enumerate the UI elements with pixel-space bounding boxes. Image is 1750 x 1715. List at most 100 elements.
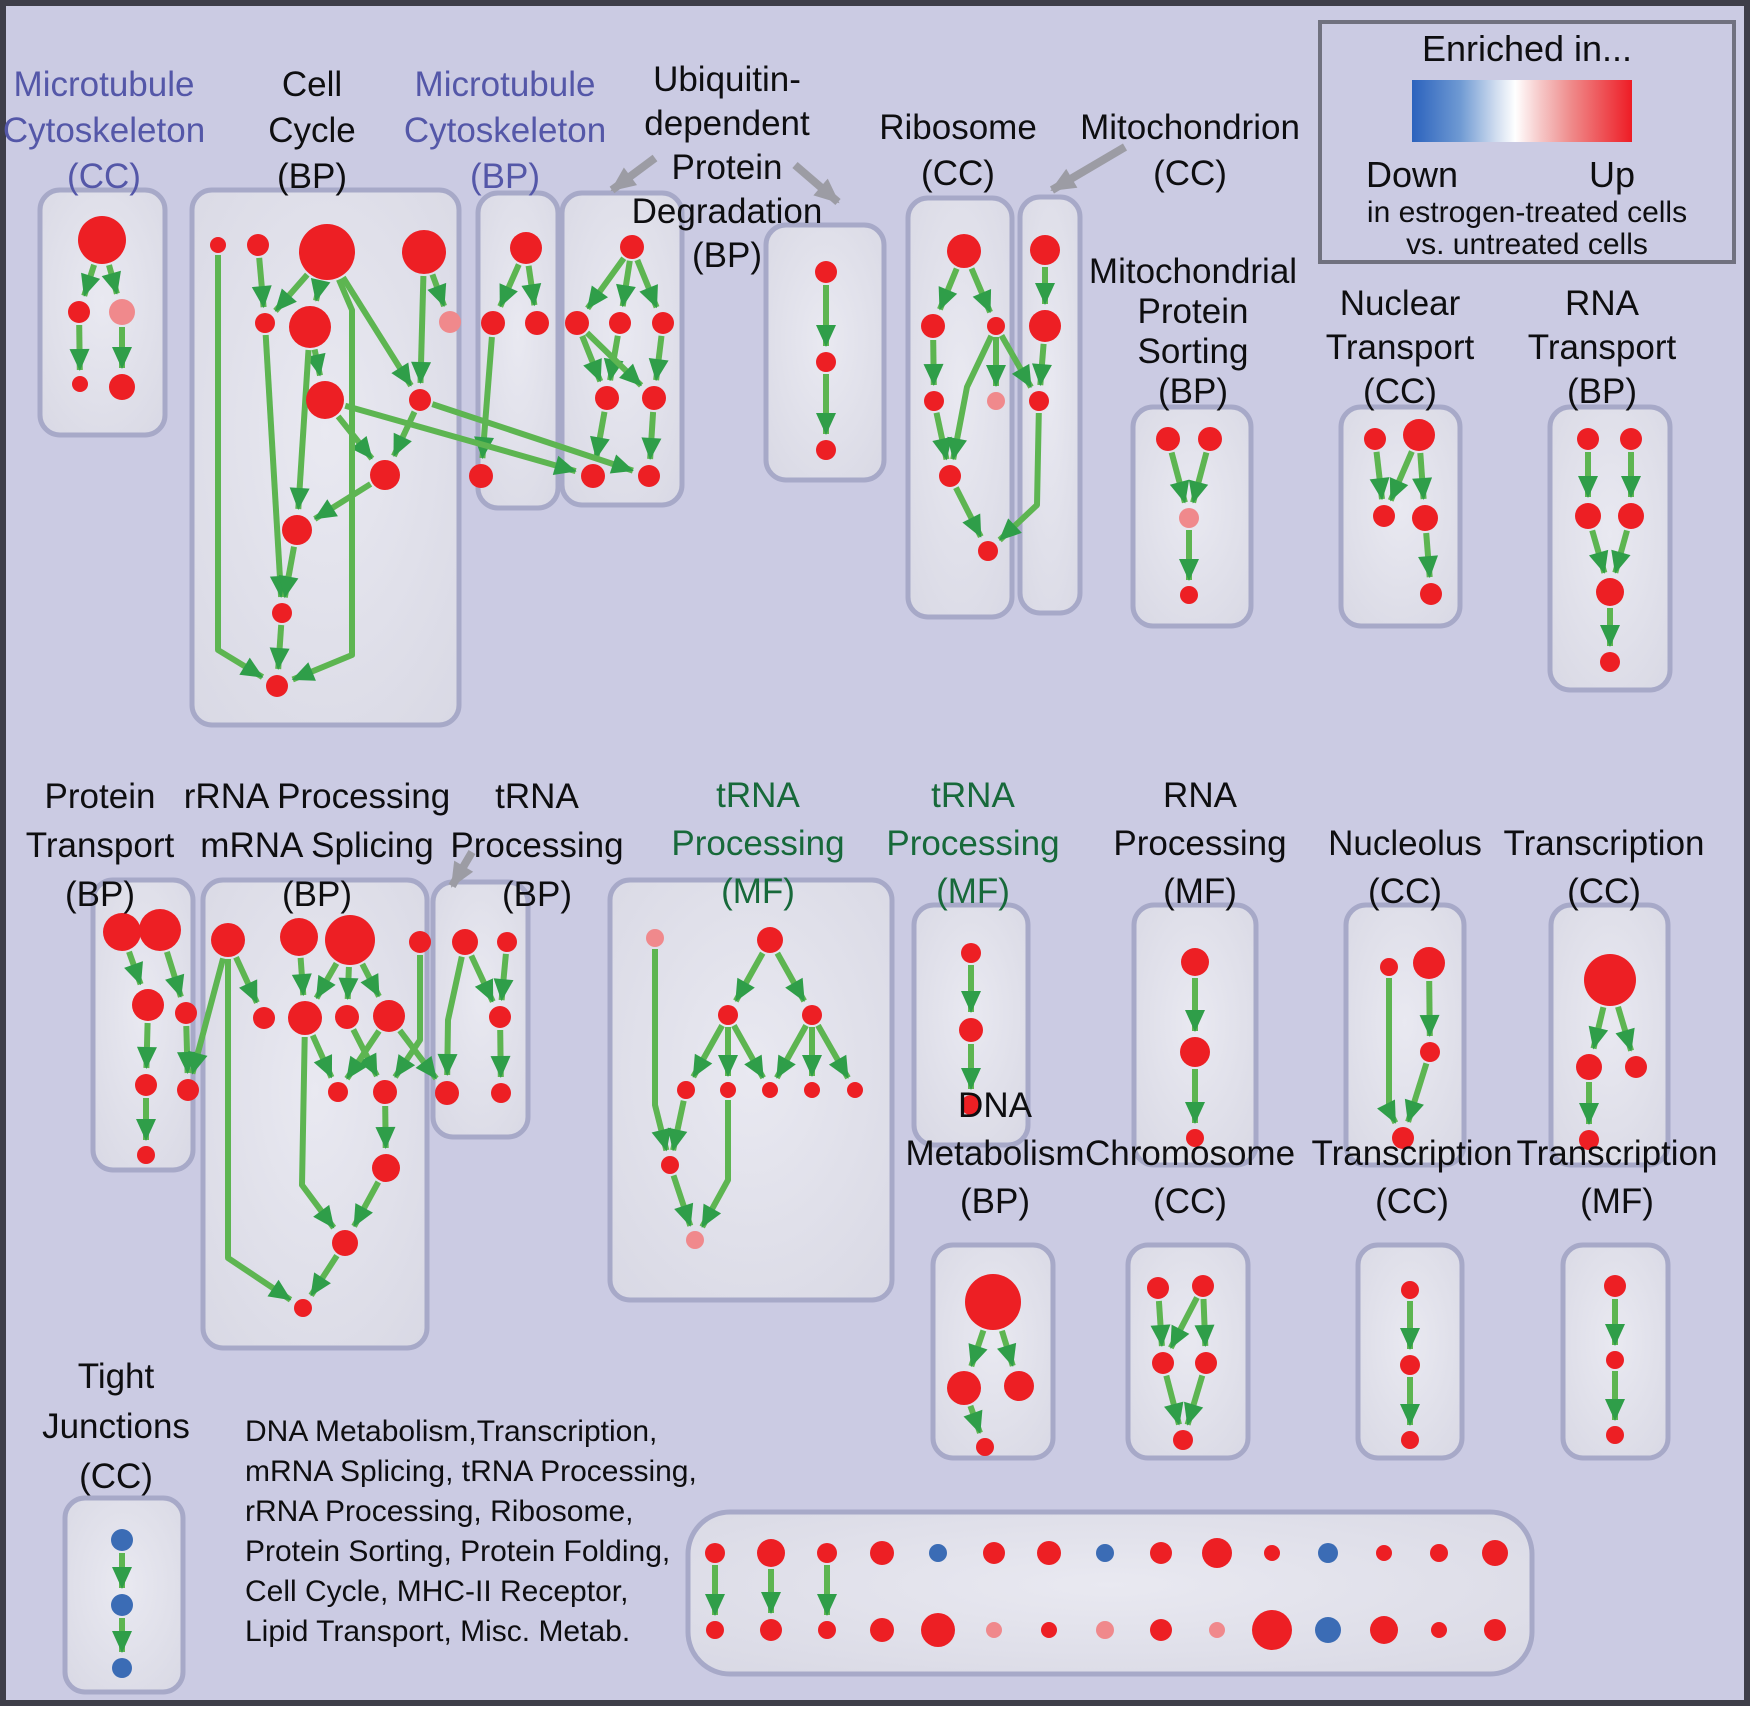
edge-arrow xyxy=(1404,1062,1430,1123)
edge-arrow xyxy=(310,278,331,302)
legend-down-label: Down xyxy=(1365,154,1459,195)
edge-arrow xyxy=(1418,532,1439,579)
go-term-node-cc-I xyxy=(409,389,431,411)
edge-arrow xyxy=(774,1024,809,1080)
trna-bp-pointer xyxy=(448,849,476,889)
go-term-node-nucl-b xyxy=(1413,947,1445,979)
go-term-node-trmf2-a xyxy=(961,943,981,963)
go-term-node-nucl-m xyxy=(1420,1042,1440,1062)
go-term-node-ribo-r2 xyxy=(921,314,945,338)
mitochondrion-pointer xyxy=(1049,143,1128,194)
edge-arrow xyxy=(667,1100,688,1152)
go-term-node-ub_a-l1 xyxy=(565,311,589,335)
go-term-node-cc-J xyxy=(370,460,400,490)
edge-arrow xyxy=(585,256,627,311)
edge-arrow xyxy=(309,1034,335,1079)
cluster-label-nuclear-transport: Nuclear Transport (CC) xyxy=(1325,284,1475,411)
go-term-node-trmf1-big xyxy=(757,927,783,953)
edge-arrow xyxy=(521,265,542,307)
go-term-node-prot-C xyxy=(132,989,164,1021)
edge-arrow xyxy=(136,1022,157,1069)
go-term-node-ub_b-a xyxy=(815,261,837,283)
edge-arrow xyxy=(351,1180,381,1228)
go-term-node-rrna-t1 xyxy=(211,923,245,957)
go-term-node-chrom-bot xyxy=(1173,1430,1193,1450)
go-term-node-prot-D xyxy=(135,1074,157,1096)
go-term-node-nuct-a xyxy=(1364,428,1386,450)
legend-title: Enriched in... xyxy=(1421,28,1633,69)
cluster-label-protein-transport: Protein Transport (BP) xyxy=(25,777,175,914)
go-term-node-misc-t9 xyxy=(1150,1542,1172,1564)
edge-arrow xyxy=(493,953,514,1002)
edge-arrow xyxy=(291,278,355,683)
go-term-node-misc-b5 xyxy=(921,1613,955,1647)
go-term-node-cc-E xyxy=(255,313,275,333)
edge-arrow xyxy=(411,275,432,384)
go-term-node-misc-b13 xyxy=(1370,1616,1398,1644)
go-term-node-mt_cc-c xyxy=(109,299,135,325)
edge-arrow xyxy=(273,272,310,313)
go-term-node-cc-H xyxy=(306,381,344,419)
go-term-node-ribo-r5 xyxy=(987,392,1005,410)
cluster-label-rrna-processing: rRNA Processing mRNA Splicing (BP) xyxy=(183,777,451,914)
go-term-node-ribo-r3 xyxy=(987,317,1005,335)
edge-arrow xyxy=(251,257,272,309)
edge-arrow xyxy=(1188,451,1210,504)
go-term-node-ub_a-l2 xyxy=(609,312,631,334)
go-term-node-tmf-b xyxy=(1606,1351,1624,1369)
edge-arrow xyxy=(963,1404,983,1434)
edge-arrow xyxy=(278,546,299,599)
go-term-node-misc-t5 xyxy=(929,1544,947,1562)
go-term-node-rrna-c1 xyxy=(328,1082,348,1102)
go-term-node-trmf1-p1 xyxy=(646,929,664,947)
cluster-label-trna-mf-2: tRNA Processing (MF) xyxy=(886,776,1060,911)
cluster-label-mito-sorting: Mitochondrial Protein Sorting (BP) xyxy=(1088,252,1298,411)
edge-arrow xyxy=(391,410,418,458)
go-term-node-rrna-d1 xyxy=(372,1154,400,1182)
go-term-node-misc-t8 xyxy=(1096,1544,1114,1562)
go-term-node-cc-K xyxy=(282,515,312,545)
edge-arrow xyxy=(648,335,669,382)
edge-arrow xyxy=(188,957,226,1075)
go-term-node-nuct-b xyxy=(1403,419,1435,451)
go-term-node-nucl-s xyxy=(1380,958,1398,976)
cluster-box-nuct xyxy=(1338,404,1463,629)
cluster-label-ribosome: Ribosome (CC) xyxy=(879,108,1037,193)
go-term-node-dnam-br xyxy=(1004,1371,1034,1401)
edge-arrow xyxy=(437,956,465,1076)
go-term-node-misc-t11 xyxy=(1264,1545,1280,1561)
cluster-box-misc xyxy=(685,1509,1535,1677)
legend-up-label: Up xyxy=(1588,154,1636,195)
go-term-node-tccm-big xyxy=(1584,954,1636,1006)
go-term-node-tccm-bot xyxy=(1579,1130,1599,1150)
go-term-node-ribo-r7 xyxy=(978,541,998,561)
go-term-node-prot-F xyxy=(137,1146,155,1164)
go-term-node-mps-b xyxy=(1198,427,1222,451)
go-term-node-trmf1-pb xyxy=(686,1231,704,1249)
go-term-node-cc-C xyxy=(299,224,355,280)
edge-arrow xyxy=(340,275,414,388)
edge-arrow xyxy=(344,402,577,475)
go-term-node-misc-b1 xyxy=(706,1621,724,1639)
edge-arrow xyxy=(177,1025,198,1074)
cluster-box-chrom xyxy=(1125,1242,1251,1461)
edge-arrow xyxy=(590,411,610,460)
edge-arrow xyxy=(392,955,423,1079)
go-term-node-misc-b3 xyxy=(818,1621,836,1639)
go-term-node-mito-m1 xyxy=(1030,235,1060,265)
go-term-node-tj-a xyxy=(111,1529,133,1551)
edge-arrow xyxy=(468,954,496,1003)
edge-arrow xyxy=(474,336,495,460)
edge-arrow xyxy=(81,263,101,297)
go-term-node-misc-b8 xyxy=(1096,1621,1114,1639)
edge-arrow xyxy=(1194,1298,1215,1347)
edge-arrow xyxy=(997,412,1042,543)
cluster-label-transcription-cc-mid: Transcription (CC) xyxy=(1503,824,1705,911)
go-term-node-trbp-b xyxy=(497,932,517,952)
go-term-node-rnat-b xyxy=(1620,428,1642,450)
cluster-label-rna-processing-mf: RNA Processing (MF) xyxy=(1113,776,1287,911)
go-term-node-mt_bp-d xyxy=(469,464,493,488)
edge-arrow xyxy=(289,349,312,510)
edge-arrow xyxy=(1369,451,1390,501)
go-term-node-ub_a-m1 xyxy=(595,386,619,410)
